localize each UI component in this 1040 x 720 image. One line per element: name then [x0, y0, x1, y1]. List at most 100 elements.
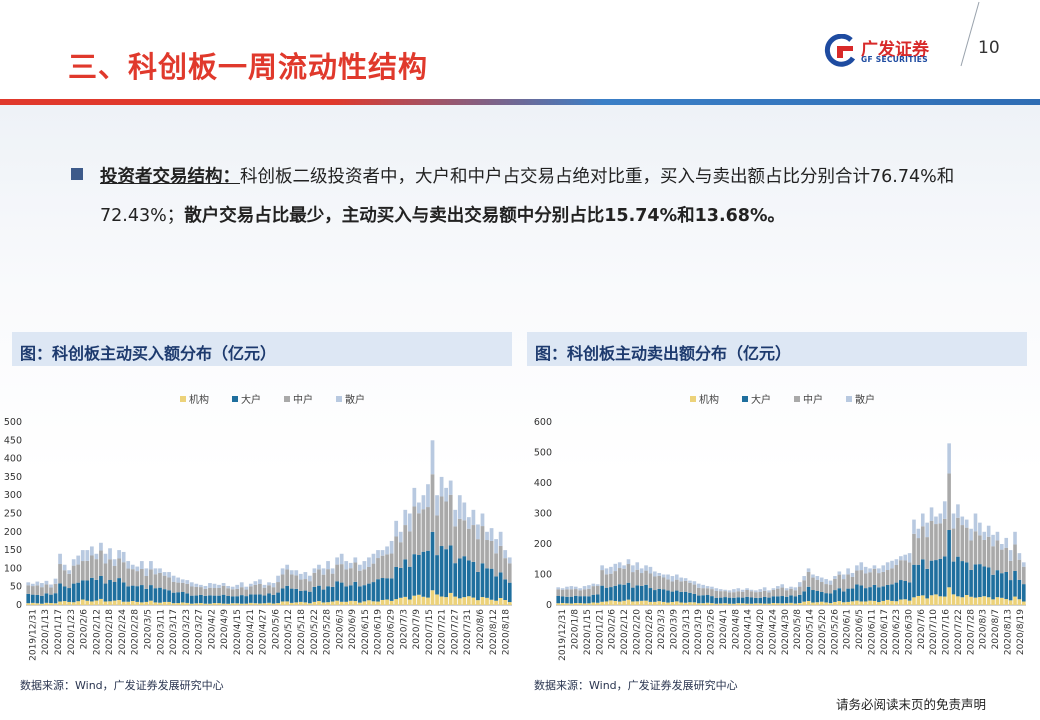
bar-segment: [600, 565, 604, 571]
bar-segment: [407, 513, 412, 532]
bar-segment: [942, 518, 947, 557]
bar-segment: [811, 590, 815, 603]
bar-segment: [212, 583, 217, 589]
bar-segment: [253, 584, 258, 595]
bar-segment: [776, 596, 780, 604]
bar-segment: [653, 571, 657, 577]
bar-segment: [40, 587, 44, 596]
bar-segment: [736, 597, 741, 604]
bar-segment: [171, 581, 176, 593]
bar-segment: [850, 576, 855, 589]
chart-1-buy-distribution: 机构 大户 中户 散户 0 50 100 150 200 250 300 350 400 450 500 20…: [4, 393, 512, 661]
bar-segment: [49, 587, 53, 595]
bar-segment: [595, 585, 600, 595]
bar-segment: [35, 594, 40, 604]
bar-segment: [289, 602, 294, 605]
bar-segment: [421, 509, 426, 552]
bar-segment: [929, 560, 934, 596]
bar-segment: [489, 528, 494, 541]
bar-segment: [692, 602, 697, 605]
bar-segment: [321, 574, 326, 590]
x-tick-label: 2020/6/3: [335, 609, 345, 649]
bar-segment: [784, 596, 789, 604]
bar-segment: [258, 579, 262, 584]
bar-segment: [258, 603, 262, 605]
bar-segment: [587, 603, 591, 605]
bar-segment: [1017, 599, 1022, 605]
bar-segment: [30, 594, 35, 603]
bar-segment: [960, 525, 965, 562]
bar-segment: [344, 569, 349, 587]
bar-segment: [221, 594, 226, 604]
bar-segment: [978, 597, 982, 605]
bar-segment: [185, 583, 190, 594]
logo-cn-text: 广发证券: [861, 40, 929, 60]
bar-segment: [353, 562, 358, 582]
bar-segment: [613, 585, 618, 601]
bar-segment: [285, 569, 290, 586]
bar-segment: [797, 582, 802, 587]
bar-segment: [507, 563, 512, 583]
bar-segment: [376, 550, 380, 559]
bar-segment: [308, 575, 312, 582]
x-tick-label: 2020/3/27: [195, 609, 205, 655]
bar-segment: [806, 586, 811, 601]
bar-segment: [604, 568, 609, 575]
bar-segment: [158, 568, 162, 573]
bar-segment: [595, 594, 600, 603]
bar-segment: [758, 589, 763, 592]
bar-segment: [126, 568, 131, 587]
y-tick-label: 350: [4, 472, 22, 483]
y-tick-label: 400: [534, 478, 552, 489]
bar-segment: [582, 596, 587, 604]
bar-segment: [35, 581, 40, 586]
bar-segment: [631, 565, 635, 573]
bar-segment: [749, 589, 754, 592]
bar-segment: [139, 585, 144, 603]
bar-segment: [126, 586, 131, 602]
bar-segment: [108, 580, 112, 602]
bar-segment: [485, 540, 489, 569]
bar-segment: [736, 603, 741, 605]
bar-segment: [925, 598, 929, 605]
bar-segment: [587, 596, 591, 604]
legend-swatch-1: [742, 396, 748, 402]
bar-segment: [648, 566, 653, 574]
bar-segment: [448, 480, 453, 495]
bar-segment: [498, 545, 503, 573]
x-tick-label: 2020/4/24: [768, 609, 778, 655]
bar-segment: [591, 583, 596, 587]
bar-segment: [986, 525, 991, 537]
bar-segment: [776, 586, 780, 589]
bar-segment: [675, 590, 679, 602]
bar-segment: [453, 526, 458, 564]
bar-segment: [489, 540, 494, 569]
bar-segment: [859, 585, 864, 602]
bar-segment: [407, 599, 412, 605]
bar-segment: [859, 562, 864, 571]
bar-segment: [1022, 584, 1026, 602]
bar-segment: [639, 600, 644, 605]
bar-segment: [617, 568, 622, 585]
bar-segment: [912, 533, 916, 565]
bar-segment: [40, 583, 44, 588]
bar-segment: [595, 584, 600, 586]
bar-segment: [688, 580, 692, 583]
x-tick-label: 2020/7/31: [463, 609, 473, 655]
bar-segment: [194, 595, 199, 604]
bar-segment: [1000, 549, 1004, 574]
bar-segment: [226, 588, 230, 596]
bar-segment: [688, 602, 692, 605]
bar-segment: [99, 550, 103, 576]
bar-segment: [560, 588, 565, 590]
x-tick-label: 2020/3/19: [694, 609, 704, 655]
bar-segment: [439, 496, 444, 547]
bar-segment: [771, 588, 776, 590]
bar-segment: [885, 584, 890, 600]
bar-segment: [403, 559, 408, 597]
bar-segment: [121, 562, 126, 583]
bar-segment: [457, 518, 462, 559]
bar-segment: [833, 576, 837, 579]
bar-segment: [303, 579, 308, 591]
bar-segment: [462, 502, 467, 521]
